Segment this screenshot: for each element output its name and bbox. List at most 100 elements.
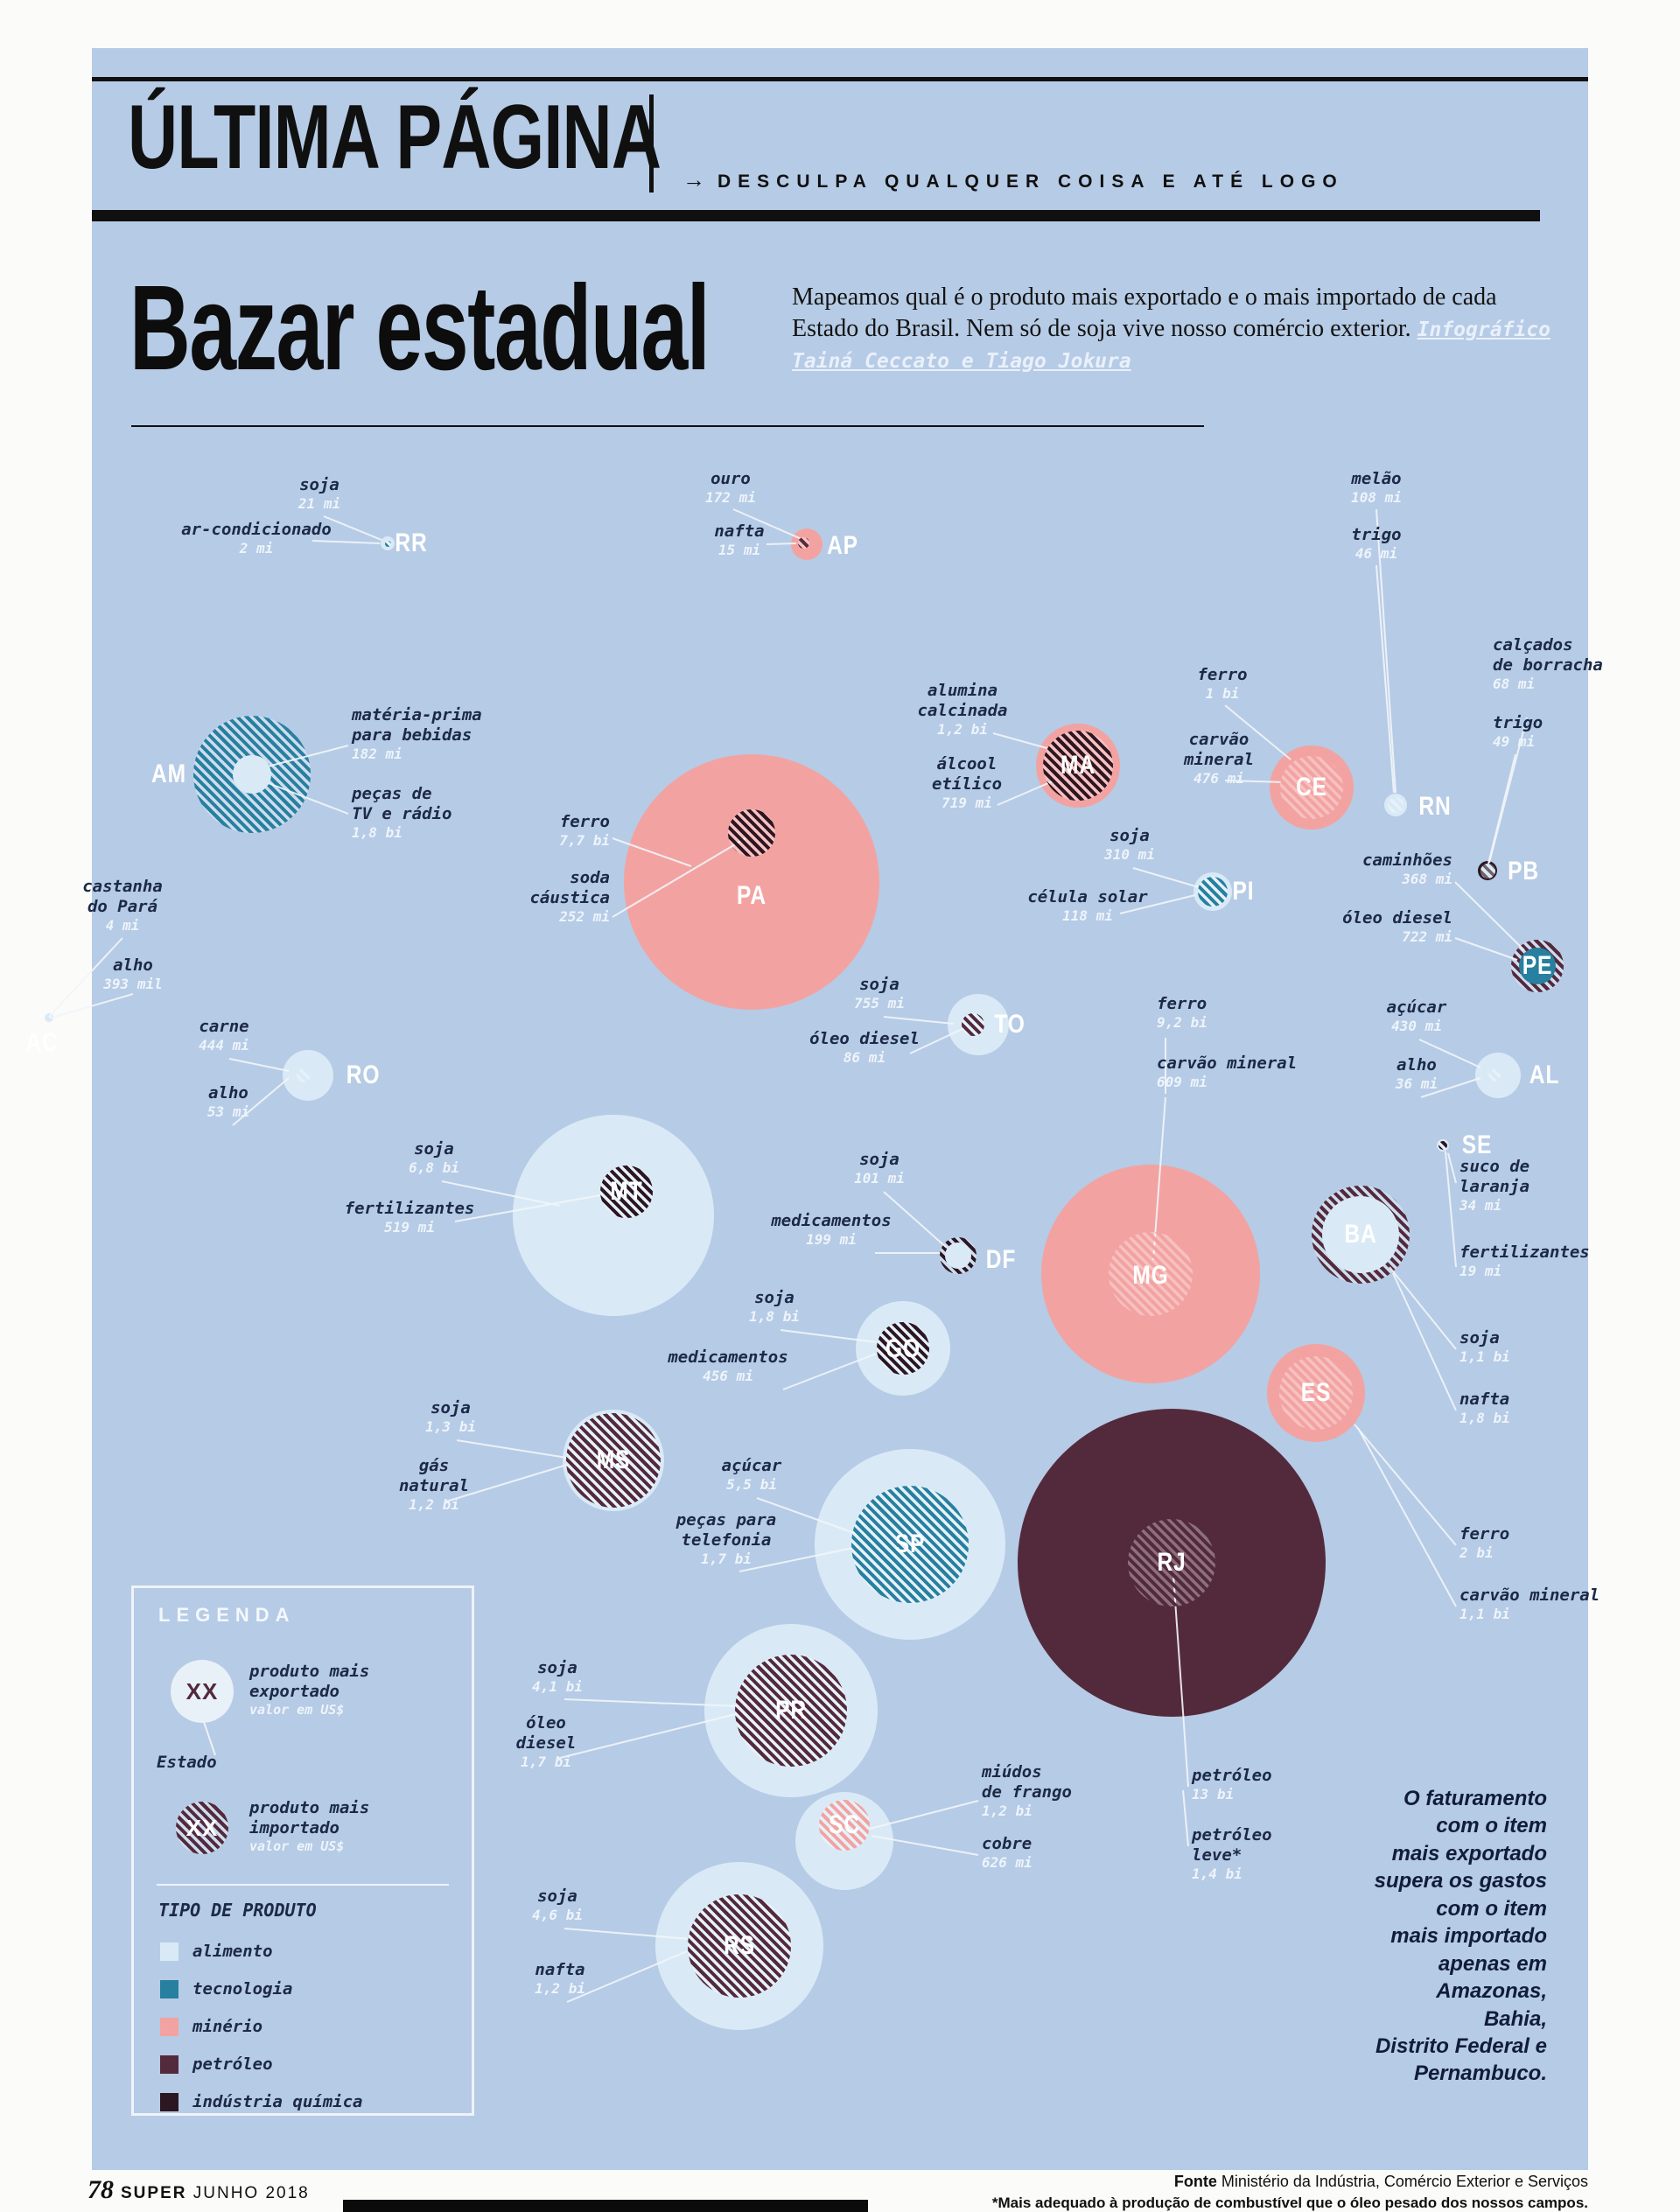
product-name: castanha do Pará bbox=[82, 877, 163, 916]
product-name: soda cáustica bbox=[529, 868, 610, 907]
product-value: 393 mil bbox=[103, 975, 163, 992]
product-name: carvão mineral bbox=[1460, 1586, 1600, 1605]
product-value: 101 mi bbox=[854, 1169, 905, 1186]
product-value: 252 mi bbox=[559, 907, 610, 925]
label-import-RS: nafta 1,2 bi bbox=[535, 1960, 585, 1997]
label-import-RR: ar-condicionado 2 mi bbox=[181, 520, 332, 556]
legend-type-tecnologia: tecnologia bbox=[160, 1978, 292, 2000]
product-value: 21 mi bbox=[298, 494, 341, 512]
magazine-name: SUPER bbox=[121, 2184, 187, 2202]
bubble-import-CE bbox=[1280, 756, 1343, 819]
leader-line-PI bbox=[1119, 894, 1196, 914]
label-import-RO: alho 53 mi bbox=[207, 1083, 249, 1120]
product-value: 4,1 bi bbox=[532, 1677, 583, 1695]
type-label: alimento bbox=[192, 1942, 273, 1961]
bottom-black-strip bbox=[343, 2200, 868, 2212]
leader-line-AM bbox=[265, 781, 349, 815]
bubble-import-AL bbox=[1488, 1069, 1501, 1082]
bubble-import-ES bbox=[1279, 1356, 1353, 1430]
bubble-import-PI bbox=[1198, 877, 1228, 906]
product-name: alumina calcinada bbox=[917, 681, 1008, 720]
label-export-BA: soja 1,1 bi bbox=[1460, 1328, 1510, 1365]
leader-line-PE bbox=[1454, 881, 1525, 951]
product-name: caminhões bbox=[1362, 850, 1452, 870]
leader-line-DF bbox=[883, 1191, 948, 1249]
label-import-GO: medicamentos 456 mi bbox=[668, 1348, 788, 1384]
product-value: 368 mi bbox=[1402, 870, 1452, 887]
product-value: 34 mi bbox=[1460, 1196, 1502, 1214]
label-export-TO: soja 755 mi bbox=[854, 975, 905, 1012]
label-import-TO: óleo diesel 86 mi bbox=[809, 1029, 920, 1066]
product-name: soja bbox=[414, 1139, 454, 1158]
state-label-PR: PR bbox=[775, 1696, 807, 1725]
leader-line-PB bbox=[1488, 717, 1528, 864]
product-value: 19 mi bbox=[1460, 1262, 1502, 1279]
bubble-import-PR bbox=[735, 1655, 847, 1767]
legend-import-label: produto mais importado valor em US$ bbox=[249, 1798, 369, 1854]
label-import-PI: célula solar 118 mi bbox=[1027, 887, 1147, 924]
side-note: O faturamento com o item mais exportado … bbox=[1374, 1787, 1547, 2086]
leader-line-AC bbox=[48, 993, 134, 1019]
product-value: 5,5 bi bbox=[726, 1475, 777, 1493]
product-value: 172 mi bbox=[705, 488, 756, 506]
product-value: 1,2 bi bbox=[409, 1495, 459, 1513]
state-label-GO: GO bbox=[886, 1334, 920, 1363]
swatch-alimento bbox=[160, 1942, 178, 1961]
product-value: 108 mi bbox=[1351, 488, 1402, 506]
product-value: 2 mi bbox=[239, 539, 274, 556]
state-label-MS: MS bbox=[596, 1446, 631, 1474]
product-value: 1,8 bi bbox=[749, 1307, 800, 1325]
product-name: medicamentos bbox=[668, 1348, 788, 1367]
section-kicker: ÚLTIMA PÁGINA bbox=[128, 87, 662, 188]
leader-line-MS bbox=[445, 1464, 568, 1502]
state-label-PB: PB bbox=[1508, 857, 1539, 886]
product-name: soja bbox=[537, 1886, 578, 1906]
leader-line-MT bbox=[441, 1180, 561, 1207]
legend-import-text: produto mais importado bbox=[249, 1798, 370, 1838]
label-import-RN: trigo 46 mi bbox=[1351, 525, 1401, 562]
product-name: soja bbox=[859, 975, 900, 994]
leader-line-SC bbox=[869, 1800, 979, 1830]
label-export-SC: miúdos de frango 1,2 bi bbox=[982, 1762, 1072, 1819]
leader-line-RJ bbox=[1172, 1574, 1189, 1788]
footnote: *Mais adequado à produção de combustível… bbox=[991, 2194, 1588, 2212]
label-export-RN: melão 108 mi bbox=[1351, 469, 1402, 506]
bubble-import-SC bbox=[819, 1800, 870, 1851]
leader-line-RN bbox=[1376, 508, 1396, 794]
bubble-export-PA bbox=[624, 754, 879, 1010]
section-tagline: → DESCULPA QUALQUER COISA E ATÉ LOGO bbox=[682, 166, 1344, 193]
legend-type-title: TIPO DE PRODUTO bbox=[158, 1900, 317, 1921]
product-value: 6,8 bi bbox=[409, 1158, 459, 1176]
product-value: 4 mi bbox=[105, 916, 140, 934]
product-value: 46 mi bbox=[1354, 544, 1398, 562]
product-value: 476 mi bbox=[1194, 769, 1244, 787]
leader-line-PB bbox=[1488, 753, 1516, 864]
label-export-GO: soja 1,8 bi bbox=[749, 1288, 800, 1325]
label-export-RR: soja 21 mi bbox=[298, 475, 340, 512]
leader-line-PA bbox=[612, 837, 746, 918]
label-import-AM: peças de TV e rádio 1,8 bi bbox=[352, 784, 452, 841]
leader-line-CE bbox=[1224, 780, 1285, 783]
header-thick-rule bbox=[92, 210, 1540, 221]
product-name: soja bbox=[859, 1150, 900, 1169]
product-name: ar-condicionado bbox=[181, 520, 332, 539]
legend-import-xx: XX bbox=[186, 1814, 219, 1841]
product-name: medicamentos bbox=[771, 1211, 892, 1230]
leader-line-PR bbox=[556, 1712, 740, 1760]
bubble-import-RN bbox=[1388, 797, 1404, 813]
label-export-PE: caminhões 368 mi bbox=[1362, 850, 1452, 887]
swatch-minerio bbox=[160, 2017, 178, 2036]
label-export-PA: ferro 7,7 bi bbox=[559, 812, 610, 849]
label-export-CE: ferro 1 bi bbox=[1197, 665, 1247, 702]
bubble-import-SP bbox=[851, 1486, 969, 1603]
bubble-export-BA bbox=[1322, 1196, 1399, 1273]
product-name: alho bbox=[1396, 1055, 1437, 1074]
product-name: carne bbox=[199, 1017, 249, 1036]
legend-state-label: Estado bbox=[157, 1753, 217, 1772]
product-name: ferro bbox=[1460, 1524, 1510, 1544]
leader-line-GO bbox=[782, 1352, 879, 1390]
label-import-AL: alho 36 mi bbox=[1396, 1055, 1438, 1092]
leader-line-RS bbox=[564, 1928, 690, 1940]
state-label-TO: TO bbox=[994, 1010, 1026, 1039]
